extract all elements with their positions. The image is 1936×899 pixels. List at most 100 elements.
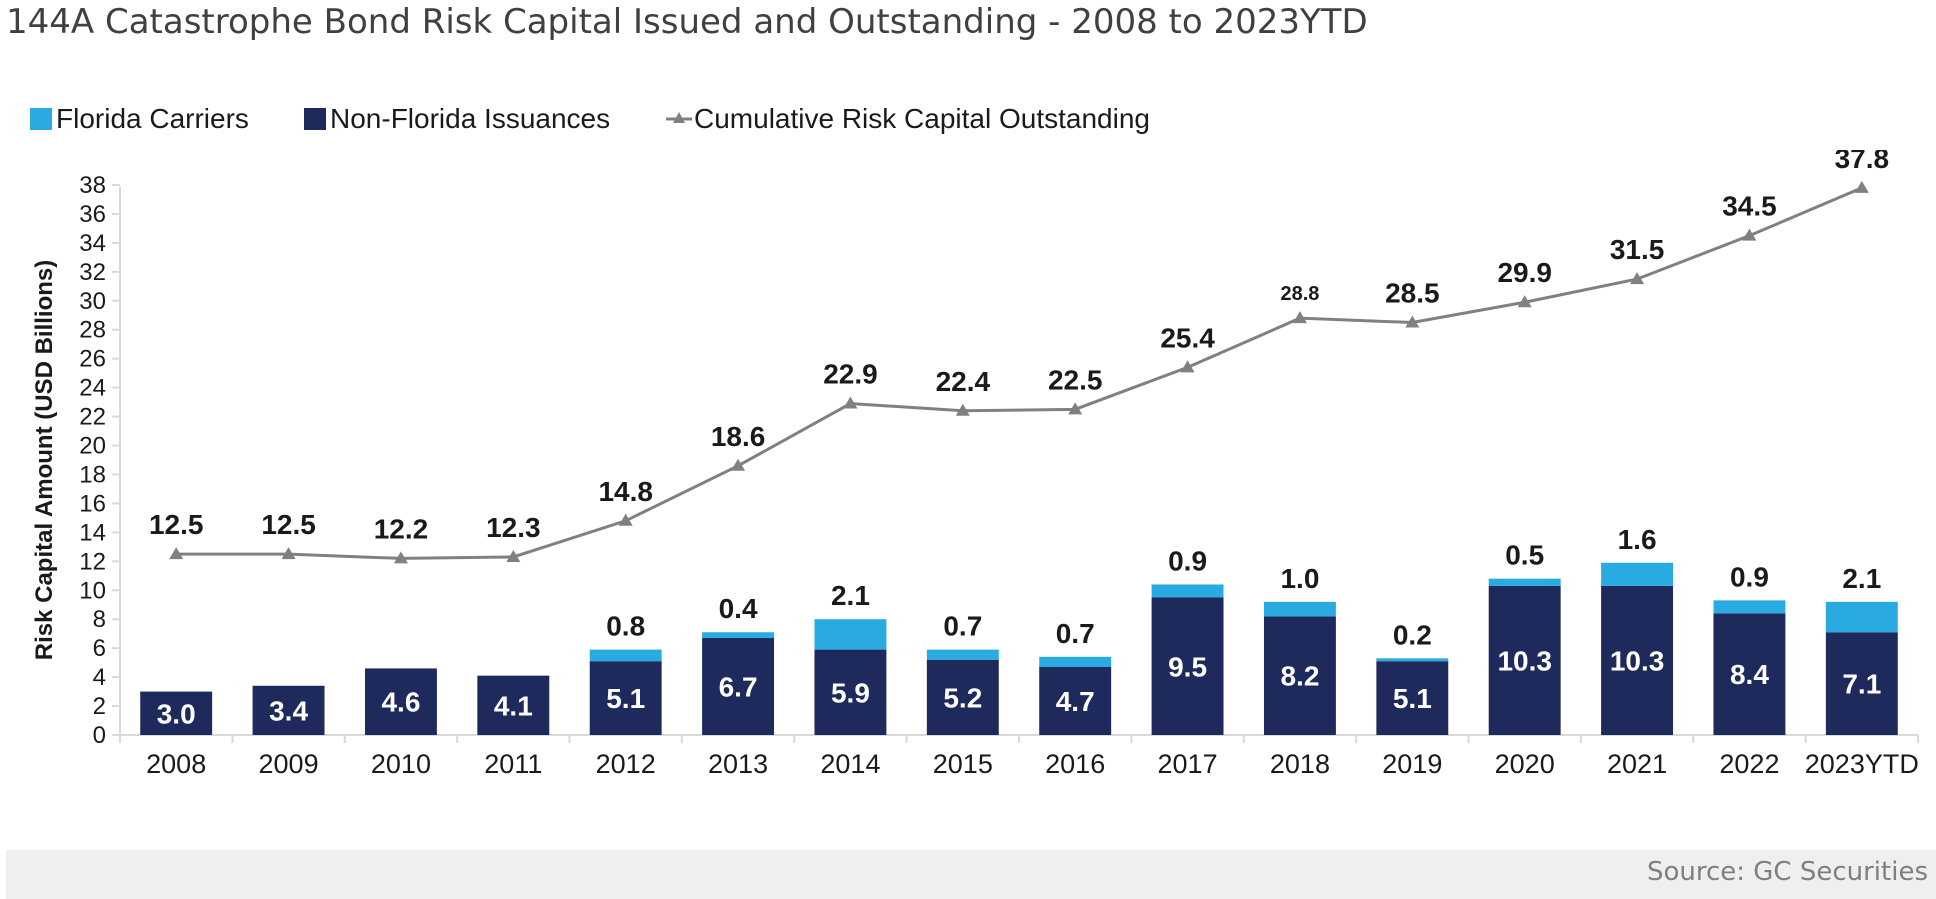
data-label-non-florida: 5.1 [606, 683, 645, 714]
data-label-cumulative: 12.3 [486, 512, 541, 543]
data-label-cumulative: 14.8 [598, 476, 653, 507]
data-label-non-florida: 5.9 [831, 677, 870, 708]
data-label-non-florida: 10.3 [1497, 645, 1552, 676]
bar-non-florida [477, 675, 550, 735]
data-label-florida: 0.5 [1505, 540, 1544, 571]
data-label-non-florida: 10.3 [1610, 645, 1665, 676]
data-label-florida: 0.9 [1168, 545, 1207, 576]
y-tick-label: 18 [79, 461, 106, 488]
y-tick-label: 32 [79, 259, 106, 286]
cumulative-marker [1405, 315, 1420, 328]
x-tick-label: 2009 [259, 749, 319, 779]
bar-florida [1263, 601, 1336, 617]
data-label-florida: 1.6 [1618, 524, 1657, 555]
x-tick-label: 2022 [1719, 749, 1779, 779]
data-label-florida: 0.9 [1730, 561, 1769, 592]
chart-plot: 02468101214161820222426283032343638Risk … [31, 150, 1919, 779]
bar-non-florida [1376, 661, 1449, 735]
bar-florida [1825, 601, 1898, 633]
x-tick-label: 2019 [1382, 749, 1442, 779]
cumulative-marker [1180, 360, 1195, 373]
data-label-cumulative: 12.5 [261, 509, 316, 540]
data-label-non-florida: 8.2 [1280, 661, 1319, 692]
data-label-cumulative: 28.5 [1385, 278, 1440, 309]
y-tick-label: 6 [93, 635, 106, 662]
bar-non-florida [1039, 666, 1112, 735]
y-tick-label: 4 [93, 664, 106, 691]
data-label-florida: 1.0 [1280, 563, 1319, 594]
x-tick-label: 2023YTD [1805, 749, 1919, 779]
y-tick-label: 2 [93, 693, 106, 720]
y-tick-label: 22 [79, 404, 106, 431]
data-label-cumulative: 25.4 [1160, 322, 1215, 353]
data-label-non-florida: 3.0 [157, 698, 196, 729]
data-label-non-florida: 4.6 [381, 687, 420, 718]
data-label-non-florida: 5.1 [1393, 683, 1432, 714]
data-label-non-florida: 3.4 [269, 695, 308, 726]
data-label-florida: 0.7 [943, 611, 982, 642]
data-label-non-florida: 5.2 [943, 682, 982, 713]
cumulative-marker [506, 549, 521, 562]
x-tick-label: 2015 [933, 749, 993, 779]
data-label-cumulative: 22.5 [1048, 364, 1103, 395]
data-label-florida: 0.2 [1393, 619, 1432, 650]
bar-non-florida [1713, 613, 1786, 735]
x-tick-label: 2016 [1045, 749, 1105, 779]
data-label-florida: 0.4 [719, 593, 758, 624]
y-tick-label: 20 [79, 433, 106, 460]
legend-item-non-florida: Non-Florida Issuances [304, 102, 610, 136]
data-label-non-florida: 8.4 [1730, 659, 1769, 690]
bar-florida [1601, 562, 1674, 586]
bar-florida [1488, 578, 1561, 586]
y-tick-label: 14 [79, 519, 106, 546]
y-tick-label: 8 [93, 606, 106, 633]
x-tick-label: 2013 [708, 749, 768, 779]
data-label-cumulative: 31.5 [1610, 234, 1665, 265]
cumulative-marker [281, 547, 296, 560]
data-label-cumulative: 34.5 [1722, 191, 1777, 222]
cumulative-marker [618, 513, 633, 526]
bar-florida [702, 632, 775, 639]
data-label-cumulative: 18.6 [711, 421, 766, 452]
bar-non-florida [1151, 597, 1224, 735]
cumulative-marker [393, 551, 408, 564]
cumulative-marker [1292, 311, 1307, 324]
bar-non-florida [814, 649, 887, 735]
legend-label-non-florida: Non-Florida Issuances [330, 103, 611, 134]
legend-item-cumulative: Cumulative Risk Capital Outstanding [666, 102, 1150, 136]
legend-label-cumulative: Cumulative Risk Capital Outstanding [694, 103, 1150, 134]
cumulative-line [176, 186, 1863, 560]
bar-florida [814, 619, 887, 650]
x-tick-label: 2021 [1607, 749, 1667, 779]
cumulative-marker [1630, 272, 1645, 285]
x-tick-label: 2017 [1158, 749, 1218, 779]
legend-item-florida: Florida Carriers [30, 102, 249, 136]
y-tick-label: 26 [79, 346, 106, 373]
chart-title: 144A Catastrophe Bond Risk Capital Issue… [6, 2, 1368, 42]
data-label-cumulative: 22.4 [936, 366, 991, 397]
y-tick-label: 10 [79, 577, 106, 604]
cumulative-marker [955, 403, 970, 416]
legend-swatch-florida [30, 108, 52, 130]
bar-florida [926, 649, 999, 660]
y-tick-label: 36 [79, 201, 106, 228]
cumulative-marker [1742, 228, 1757, 241]
data-label-cumulative: 29.9 [1497, 257, 1552, 288]
cumulative-marker [731, 458, 746, 471]
bar-non-florida [364, 668, 437, 735]
data-label-non-florida: 4.7 [1056, 686, 1095, 717]
x-tick-label: 2014 [820, 749, 880, 779]
bar-non-florida [702, 638, 775, 735]
legend-swatch-non-florida [304, 108, 326, 130]
cumulative-marker [1854, 180, 1869, 193]
y-tick-label: 12 [79, 548, 106, 575]
bar-non-florida [1263, 616, 1336, 735]
y-tick-label: 34 [79, 230, 106, 257]
y-tick-label: 24 [79, 375, 106, 402]
data-label-florida: 2.1 [831, 580, 870, 611]
bar-florida [589, 649, 662, 662]
data-label-cumulative: 37.8 [1835, 150, 1890, 174]
bar-florida [1151, 584, 1224, 598]
data-label-cumulative: 22.9 [823, 359, 878, 390]
bar-non-florida [1601, 585, 1674, 735]
